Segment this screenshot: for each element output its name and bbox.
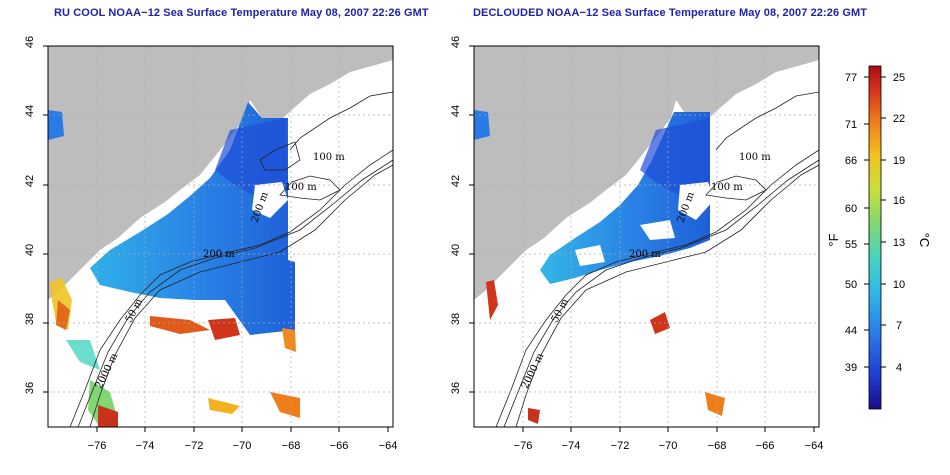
x-tick-label: −70 bbox=[233, 440, 252, 452]
sst-gulf-maine bbox=[640, 118, 710, 200]
y-tick-label: 46 bbox=[450, 36, 462, 48]
x-tick-label: −64 bbox=[805, 440, 824, 452]
celsius-tick: 7 bbox=[896, 320, 902, 332]
fahrenheit-tick: 71 bbox=[845, 119, 857, 131]
fahrenheit-tick: 77 bbox=[845, 72, 857, 84]
x-tick-label: −70 bbox=[659, 440, 678, 452]
depth-contours bbox=[69, 91, 393, 427]
y-tick-label: 40 bbox=[24, 244, 36, 256]
left-plot-frame bbox=[47, 45, 394, 428]
temperature-colorbar: 77 71 66 60 55 50 44 39 25 22 19 16 13 1… bbox=[826, 65, 932, 410]
x-tick-label: −74 bbox=[562, 440, 581, 452]
y-tick-label: 36 bbox=[24, 382, 36, 394]
celsius-tick: 19 bbox=[893, 155, 905, 167]
depth-contours bbox=[495, 91, 819, 427]
celsius-tick: 4 bbox=[896, 362, 902, 374]
y-tick-label: 40 bbox=[450, 244, 462, 256]
x-tick-label: −68 bbox=[282, 440, 301, 452]
x-tick-label: −76 bbox=[514, 440, 533, 452]
x-tick-label: −72 bbox=[611, 440, 630, 452]
right-map-panel: 100 m 100 m 200 m 200 m 50 m 2000 m −76 … bbox=[450, 36, 823, 452]
fahrenheit-tick: 66 bbox=[845, 155, 857, 167]
warm-sst-patches bbox=[48, 110, 300, 427]
contour-label: 2000 m bbox=[520, 351, 547, 391]
celsius-tick: 22 bbox=[893, 113, 905, 125]
lat-lon-grid bbox=[474, 46, 819, 427]
y-tick-label: 42 bbox=[450, 175, 462, 187]
contour-label: 100 m bbox=[711, 182, 743, 193]
cloud-patches bbox=[575, 182, 714, 266]
celsius-tick: 10 bbox=[893, 279, 905, 291]
left-x-axis: −76 −74 −72 −70 −68 −66 −64 bbox=[88, 427, 398, 452]
x-tick-label: −76 bbox=[88, 440, 107, 452]
fahrenheit-tick: 39 bbox=[845, 362, 857, 374]
y-tick-label: 46 bbox=[24, 36, 36, 48]
left-y-axis: 46 44 42 40 38 36 bbox=[24, 36, 48, 394]
contour-label: 200 m bbox=[629, 249, 661, 260]
left-panel-title: RU COOL NOAA−12 Sea Surface Temperature … bbox=[54, 7, 429, 19]
y-tick-label: 44 bbox=[450, 105, 462, 117]
right-plot-frame bbox=[473, 45, 820, 428]
contour-label: 200 m bbox=[203, 249, 235, 260]
celsius-tick: 25 bbox=[893, 72, 905, 84]
sst-gulf-maine bbox=[215, 118, 288, 200]
x-tick-label: −66 bbox=[330, 440, 349, 452]
contour-label: 100 m bbox=[313, 152, 345, 163]
fahrenheit-unit-label: °F bbox=[826, 233, 841, 246]
land-mass bbox=[48, 46, 393, 300]
contour-label: 100 m bbox=[285, 182, 317, 193]
y-tick-label: 36 bbox=[450, 382, 462, 394]
right-y-axis: 46 44 42 40 38 36 bbox=[450, 36, 474, 394]
contour-label: 50 m bbox=[550, 297, 572, 325]
celsius-unit-label: °C bbox=[917, 233, 932, 248]
x-tick-label: −68 bbox=[708, 440, 727, 452]
celsius-tick: 13 bbox=[893, 237, 905, 249]
fahrenheit-tick: 55 bbox=[845, 239, 857, 251]
x-tick-label: −66 bbox=[756, 440, 775, 452]
y-tick-label: 42 bbox=[24, 175, 36, 187]
land-mass bbox=[474, 46, 819, 300]
lat-lon-grid bbox=[48, 46, 393, 427]
y-tick-label: 44 bbox=[24, 105, 36, 117]
y-tick-label: 38 bbox=[450, 313, 462, 325]
y-tick-label: 38 bbox=[24, 313, 36, 325]
fahrenheit-tick: 44 bbox=[845, 325, 857, 337]
fahrenheit-tick: 60 bbox=[845, 203, 857, 215]
contour-label: 2000 m bbox=[94, 351, 121, 391]
celsius-tick: 16 bbox=[893, 195, 905, 207]
left-map-panel: 100 m 100 m 200 m 200 m 50 m 2000 m −76 … bbox=[24, 36, 397, 452]
fahrenheit-tick: 50 bbox=[845, 279, 857, 291]
x-tick-label: −72 bbox=[185, 440, 204, 452]
right-x-axis: −76 −74 −72 −70 −68 −66 −64 bbox=[514, 427, 824, 452]
colorbar-ramp bbox=[868, 65, 882, 410]
cloud-patch bbox=[252, 182, 288, 218]
x-tick-label: −64 bbox=[379, 440, 398, 452]
contour-label: 100 m bbox=[739, 152, 771, 163]
right-panel-title: DECLOUDED NOAA−12 Sea Surface Temperatur… bbox=[473, 7, 868, 19]
contour-label: 50 m bbox=[124, 297, 146, 325]
x-tick-label: −74 bbox=[136, 440, 155, 452]
